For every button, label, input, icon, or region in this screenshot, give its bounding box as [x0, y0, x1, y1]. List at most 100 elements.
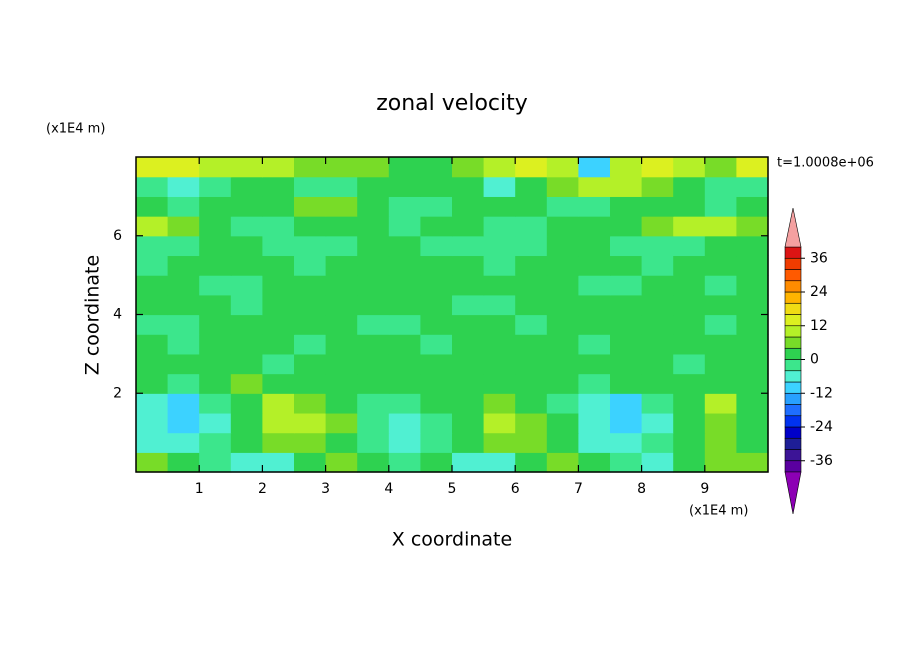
colorbar-under [784, 471, 802, 515]
contour-cell [294, 334, 327, 355]
contour-cell [167, 294, 200, 316]
contour-cell [388, 196, 421, 217]
contour-cell [736, 275, 769, 296]
contour-cell [483, 452, 516, 473]
contour-cell [483, 235, 516, 257]
contour-cell [262, 314, 295, 335]
contour-cell [673, 176, 706, 197]
contour-cell [388, 373, 421, 394]
contour-cell [610, 157, 643, 178]
contour-cell [420, 432, 453, 453]
contour-cell [167, 314, 200, 335]
contour-cell [736, 393, 769, 414]
contour-cell [262, 294, 295, 316]
contour-cell [704, 373, 737, 394]
contour-cell [452, 176, 485, 197]
contour-cell [483, 196, 516, 217]
contour-cell [673, 235, 706, 257]
contour-cell [515, 393, 548, 414]
contour-cell [167, 334, 200, 355]
contour-cell [673, 314, 706, 335]
contour-cell [230, 314, 263, 335]
contour-cell [546, 314, 579, 335]
contour-cell [578, 196, 611, 217]
contour-cell [199, 373, 232, 394]
contour-cell [673, 275, 706, 296]
contour-cell [610, 255, 643, 276]
colorbar-label: 24 [810, 284, 828, 300]
contour-cell [546, 432, 579, 453]
x-tick-label: 5 [448, 481, 457, 497]
contour-cell [641, 294, 674, 316]
contour-cell [641, 157, 674, 178]
contour-cell [167, 393, 200, 414]
contour-cell [736, 157, 769, 178]
colorbar-box [784, 437, 802, 450]
contour-cell [388, 216, 421, 237]
y-axis-label: Z coordinate [82, 255, 104, 375]
contour-cell [136, 157, 169, 178]
colorbar-label: 0 [810, 352, 819, 368]
contour-cell [136, 235, 169, 257]
contour-cell [294, 255, 327, 276]
contour-cell [641, 334, 674, 355]
contour-cell [167, 157, 200, 178]
contour-cell [515, 176, 548, 197]
contour-cell [610, 275, 643, 296]
contour-cell [199, 157, 232, 178]
contour-cell [736, 176, 769, 197]
contour-cell [357, 373, 390, 394]
contour-cell [673, 353, 706, 375]
contour-cell [704, 452, 737, 473]
contour-cell [673, 334, 706, 355]
contour-cell [357, 157, 390, 178]
contour-cell [420, 235, 453, 257]
contour-cell [199, 334, 232, 355]
contour-cell [136, 373, 169, 394]
colorbar-label: -36 [810, 453, 833, 469]
contour-cell [388, 176, 421, 197]
contour-cell [420, 294, 453, 316]
contour-cell [230, 452, 263, 473]
contour-cell [167, 275, 200, 296]
contour-cell [167, 412, 200, 434]
contour-cell [420, 255, 453, 276]
contour-cell [325, 235, 358, 257]
contour-cell [294, 275, 327, 296]
contour-cell [167, 255, 200, 276]
contour-cell [325, 294, 358, 316]
contour-cell [357, 334, 390, 355]
contour-cell [230, 412, 263, 434]
contour-cell [357, 353, 390, 375]
contour-cell [199, 255, 232, 276]
contour-cell [230, 216, 263, 237]
contour-cell [294, 353, 327, 375]
contour-cell [262, 412, 295, 434]
colorbar-box [784, 246, 802, 259]
contour-cell [136, 432, 169, 453]
contour-cell [357, 452, 390, 473]
y-tick-label: 2 [113, 385, 122, 401]
contour-cell [452, 235, 485, 257]
contour-cell [736, 216, 769, 237]
contour-cell [641, 373, 674, 394]
contour-cell [673, 255, 706, 276]
chart-title: zonal velocity [376, 91, 528, 116]
contour-cell [673, 393, 706, 414]
colorbar-box [784, 415, 802, 428]
contour-cell [136, 334, 169, 355]
contour-cell [420, 314, 453, 335]
contour-cell [262, 157, 295, 178]
contour-cell [388, 275, 421, 296]
contour-cell [515, 334, 548, 355]
contour-cell [610, 314, 643, 335]
contour-cell [578, 452, 611, 473]
contour-cell [262, 373, 295, 394]
contour-cell [578, 353, 611, 375]
contour-cell [452, 314, 485, 335]
colorbar-box [784, 449, 802, 462]
contour-cell [546, 393, 579, 414]
colorbar-box [784, 347, 802, 360]
contour-cell [578, 176, 611, 197]
